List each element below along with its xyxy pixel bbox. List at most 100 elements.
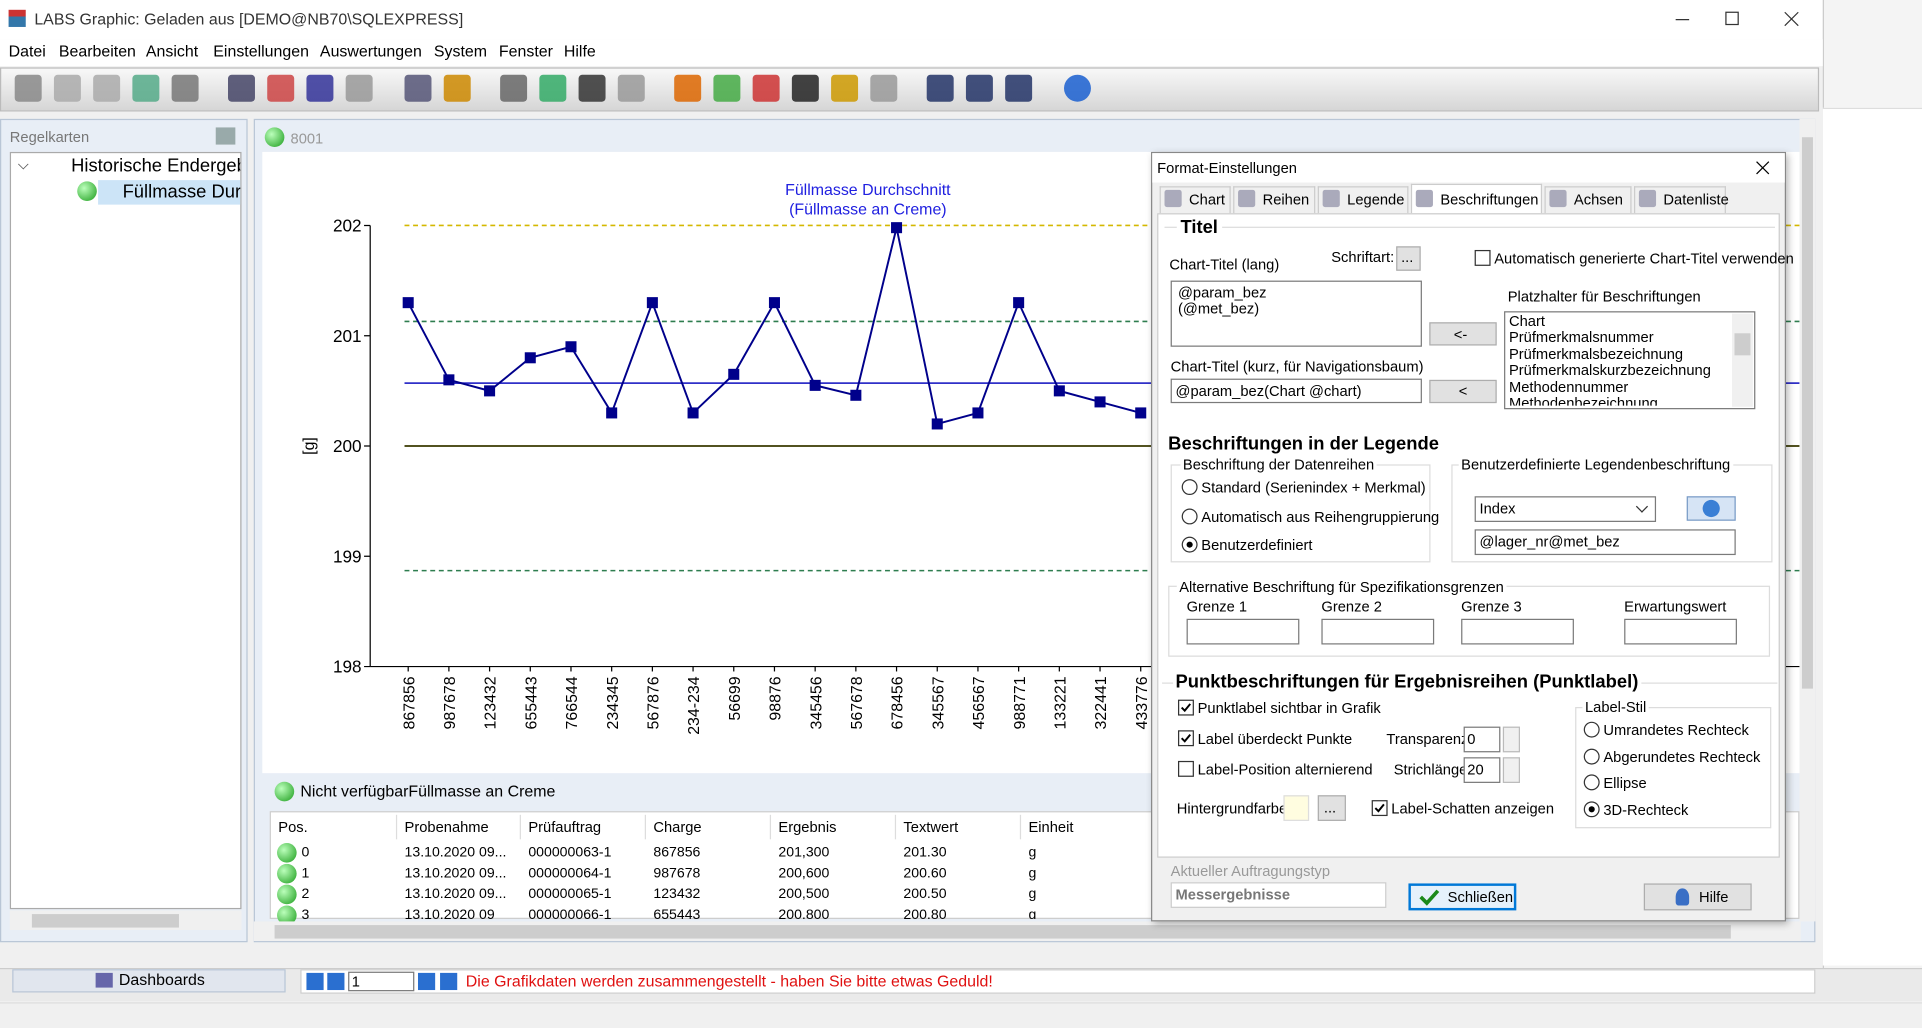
toolbar-button[interactable] — [831, 74, 859, 102]
tree-node[interactable]: Historische Endergeb — [71, 156, 241, 177]
spin-buttons[interactable] — [1502, 757, 1520, 783]
list-item[interactable]: Prüfmerkmalskurzbezeichnung — [1508, 361, 1711, 379]
radio[interactable] — [1583, 748, 1600, 764]
spin-buttons[interactable] — [1502, 726, 1520, 753]
spin-input[interactable] — [1463, 726, 1501, 753]
menu-item[interactable]: Ansicht — [145, 41, 199, 61]
toolbar-button[interactable] — [1063, 74, 1091, 102]
group-label: Beschriftung der Datenreihen — [1180, 454, 1377, 475]
section-heading: Punktbeschriftungen für Ergebnisreihen (… — [1173, 672, 1641, 693]
toolbar-button[interactable] — [227, 74, 255, 102]
toolbar-button[interactable] — [267, 74, 295, 102]
button[interactable] — [1408, 883, 1517, 911]
text-input[interactable] — [1321, 618, 1435, 645]
checkbox[interactable] — [1177, 699, 1194, 716]
radio[interactable] — [1181, 536, 1198, 553]
menu-item[interactable]: Bearbeiten — [58, 41, 136, 61]
menu-item[interactable]: Auswertungen — [319, 41, 422, 61]
menu-item[interactable]: Datei — [8, 41, 46, 61]
toolbar-button[interactable] — [53, 74, 81, 102]
label: Erwartungswert — [1624, 597, 1727, 616]
page-input[interactable] — [348, 971, 415, 992]
radio-label: Umrandetes Rechteck — [1603, 721, 1749, 739]
text-input[interactable] — [1186, 618, 1300, 645]
menu-item[interactable]: Fenster — [498, 41, 553, 61]
button[interactable] — [1429, 379, 1497, 404]
list-item[interactable]: Chart — [1508, 312, 1545, 330]
data-point — [646, 297, 658, 309]
toolbar-button[interactable] — [713, 74, 741, 102]
radio[interactable] — [1583, 721, 1600, 738]
button[interactable] — [1643, 883, 1752, 911]
checkbox[interactable] — [1177, 760, 1194, 777]
menu-item[interactable]: Hilfe — [563, 41, 596, 61]
button[interactable] — [1396, 246, 1421, 271]
spin-input[interactable] — [1463, 757, 1501, 783]
toolbar-button[interactable] — [14, 74, 42, 102]
text-input[interactable] — [1170, 378, 1422, 404]
list-item[interactable]: Prüfmerkmalsnummer — [1508, 328, 1654, 347]
list-item[interactable]: Methodennummer — [1508, 378, 1629, 396]
radio[interactable] — [1583, 800, 1600, 817]
text-input[interactable] — [1624, 618, 1737, 645]
toolbar-button[interactable] — [500, 74, 528, 102]
table-cell: 1 — [301, 866, 310, 881]
sidebar-title: Regelkarten — [9, 128, 90, 146]
tree-selection — [98, 180, 241, 205]
button[interactable] — [1317, 795, 1346, 821]
text-input[interactable] — [1461, 618, 1574, 645]
toolbar-button[interactable] — [965, 74, 993, 102]
radio[interactable] — [1181, 507, 1198, 524]
listbox[interactable] — [1504, 311, 1756, 410]
toolbar-button[interactable] — [752, 74, 780, 102]
toolbar-button[interactable] — [791, 74, 819, 102]
textarea[interactable] — [1170, 280, 1422, 347]
y-tick-label: 202 — [333, 216, 362, 236]
text-input[interactable] — [1474, 529, 1736, 556]
toolbar-button[interactable] — [617, 74, 645, 102]
list-item[interactable]: Methodenbezeichnung — [1508, 394, 1658, 406]
tree-node[interactable]: Füllmasse Dur — [122, 182, 241, 203]
toolbar-button[interactable] — [578, 74, 606, 102]
menu-bar — [0, 39, 1823, 67]
radio-dot — [1186, 541, 1193, 548]
scroll-thumb — [1734, 333, 1751, 356]
color-swatch — [1283, 795, 1310, 821]
toolbar-button[interactable] — [171, 74, 199, 102]
x-tick-label: 433776 — [1134, 676, 1151, 729]
radio-label: Abgerundetes Rechteck — [1603, 748, 1761, 766]
button[interactable] — [1429, 322, 1497, 346]
toolbar-button[interactable] — [926, 74, 954, 102]
nav-button[interactable] — [327, 972, 345, 991]
toolbar-button[interactable] — [404, 74, 432, 102]
menu-item[interactable]: Einstellungen — [213, 41, 309, 61]
dialog-close[interactable] — [1750, 157, 1775, 179]
input-value: Messergebnisse — [1175, 885, 1291, 904]
radio[interactable] — [1583, 774, 1600, 791]
toolbar-button[interactable] — [306, 74, 334, 102]
nav-button[interactable] — [440, 972, 458, 991]
list-item[interactable]: Prüfmerkmalsbezeichnung — [1508, 345, 1684, 363]
column-header: Pos. — [278, 818, 308, 836]
toolbar-button[interactable] — [1005, 74, 1033, 102]
select[interactable] — [1474, 496, 1657, 522]
toolbar-button[interactable] — [674, 74, 702, 102]
checkbox[interactable] — [1474, 249, 1491, 266]
toolbar-button[interactable] — [870, 74, 898, 102]
toolbar-button[interactable] — [93, 74, 121, 102]
toolbar-button[interactable] — [132, 74, 160, 102]
nav-button[interactable] — [306, 972, 324, 991]
toolbar-button[interactable] — [539, 74, 567, 102]
table-cell: 000000066-1 — [528, 907, 612, 919]
toolbar-button[interactable] — [443, 74, 471, 102]
label: Chart-Titel (lang) — [1169, 256, 1280, 274]
nav-button[interactable] — [417, 972, 436, 991]
toolbar-button[interactable] — [345, 74, 373, 102]
menu-item[interactable]: System — [433, 41, 488, 61]
radio[interactable] — [1181, 479, 1198, 496]
x-tick-label: 56699 — [727, 676, 744, 720]
checkbox[interactable] — [1371, 800, 1388, 817]
column-header: Textwert — [903, 818, 959, 836]
checkbox[interactable] — [1177, 730, 1194, 747]
dashboards-button[interactable] — [12, 969, 286, 993]
